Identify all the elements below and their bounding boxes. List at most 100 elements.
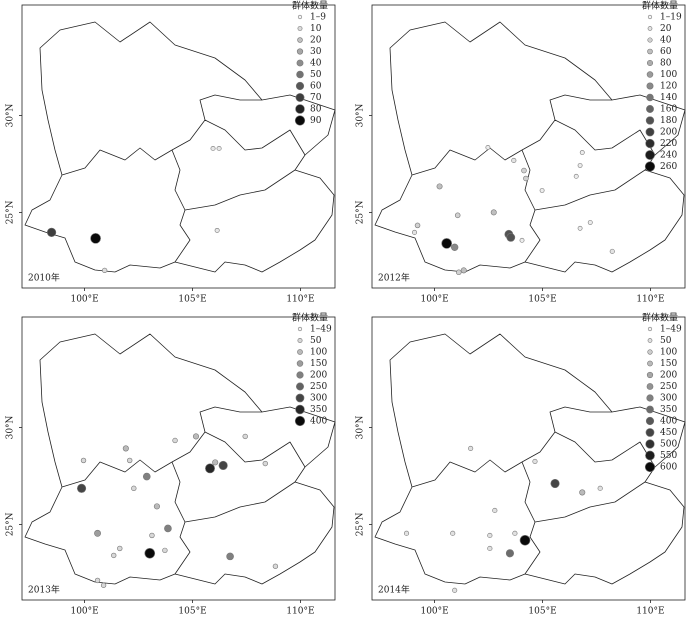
- population-point: [192, 433, 200, 440]
- legend-symbol: [297, 326, 303, 332]
- legend-label: 90: [310, 116, 322, 126]
- legend-label: 100: [310, 348, 327, 358]
- legend-label: 70: [310, 93, 322, 103]
- x-tick-label: 100°E: [420, 295, 448, 305]
- map-frame: [371, 4, 686, 289]
- population-point: [262, 460, 268, 467]
- population-point: [609, 248, 615, 254]
- population-point: [218, 460, 228, 471]
- legend-label: 500: [660, 440, 677, 450]
- population-point: [226, 552, 234, 561]
- population-point: [450, 530, 456, 536]
- legend-label: 1–19: [660, 13, 682, 23]
- legend-symbol: [294, 415, 306, 427]
- population-point: [490, 209, 497, 216]
- population-point: [411, 229, 418, 235]
- legend-label: 80: [660, 59, 672, 69]
- legend-symbol: [646, 383, 654, 390]
- legend-symbol: [295, 93, 305, 102]
- y-tick-label: 25°N: [356, 512, 366, 536]
- legend-label: 140: [660, 93, 677, 103]
- legend-symbol: [647, 349, 653, 355]
- legend-symbol: [296, 382, 304, 391]
- legend-label: 200: [310, 371, 327, 381]
- population-point: [532, 458, 538, 464]
- legend-symbol: [646, 371, 654, 379]
- legend-label: 1–9: [310, 13, 326, 23]
- population-point: [577, 225, 583, 231]
- legend-label: 350: [660, 405, 677, 415]
- legend-title: 群体数量: [292, 312, 328, 324]
- legend-label: 50: [660, 336, 672, 346]
- y-tick-label: 30°N: [356, 415, 366, 439]
- population-point: [80, 457, 87, 464]
- legend-symbol: [646, 405, 654, 414]
- population-point: [485, 145, 491, 150]
- map-frame: [21, 4, 336, 289]
- legend-label: 260: [660, 162, 677, 172]
- legend-label: 40: [310, 59, 322, 69]
- x-tick-label: 105°E: [178, 607, 206, 617]
- y-tick-label: 25°N: [6, 512, 16, 536]
- legend-label: 200: [660, 371, 677, 381]
- population-point: [441, 238, 452, 249]
- population-point: [131, 485, 137, 492]
- legend-label: 100: [660, 348, 677, 358]
- population-point: [117, 545, 123, 552]
- population-point: [214, 227, 220, 233]
- population-point: [505, 549, 514, 558]
- legend-symbol: [647, 26, 653, 31]
- population-point: [212, 459, 219, 466]
- population-point: [205, 463, 215, 474]
- year-label: 2010年: [28, 272, 60, 284]
- legend-label: 600: [660, 463, 677, 473]
- legend-symbol: [645, 150, 655, 160]
- population-point: [90, 233, 101, 244]
- x-tick-label: 105°E: [178, 295, 206, 305]
- population-point: [77, 483, 87, 493]
- population-point: [519, 237, 525, 243]
- legend-label: 450: [660, 428, 677, 438]
- population-point: [414, 222, 421, 229]
- population-point: [216, 145, 222, 151]
- legend-symbol: [295, 81, 305, 91]
- population-point: [550, 478, 560, 489]
- year-label: 2014年: [378, 584, 410, 596]
- population-point: [539, 188, 545, 193]
- y-tick-label: 30°N: [6, 415, 16, 439]
- province-boundaries: [24, 333, 336, 585]
- y-tick-label: 25°N: [356, 200, 366, 224]
- legend-symbol: [296, 48, 304, 55]
- legend-symbol: [297, 26, 303, 31]
- legend-label: 350: [310, 405, 327, 415]
- legend-symbol: [296, 360, 304, 367]
- legend-label: 20: [310, 36, 322, 46]
- legend-label: 300: [310, 394, 327, 404]
- legend-symbol: [645, 428, 655, 437]
- population-point: [450, 243, 459, 251]
- population-point: [272, 563, 279, 569]
- legend-symbol: [647, 14, 653, 20]
- legend-label: 10: [310, 24, 322, 34]
- x-tick-label: 100°E: [70, 607, 98, 617]
- legend-label: 120: [660, 82, 677, 92]
- population-point: [468, 445, 474, 451]
- legend-symbol: [646, 59, 654, 67]
- population-point: [452, 587, 458, 593]
- legend-symbol: [296, 70, 304, 79]
- map-frame: [21, 316, 336, 601]
- legend-symbol: [297, 338, 303, 343]
- population-point: [597, 485, 603, 491]
- legend-title: 群体数量: [642, 0, 678, 12]
- population-point: [403, 530, 410, 536]
- x-tick-label: 110°E: [286, 607, 314, 617]
- legend-title: 群体数量: [642, 312, 678, 324]
- x-tick-label: 100°E: [70, 295, 98, 305]
- y-tick-label: 30°N: [6, 103, 16, 127]
- population-point: [523, 175, 529, 182]
- legend-label: 300: [660, 394, 677, 404]
- population-point: [511, 157, 517, 163]
